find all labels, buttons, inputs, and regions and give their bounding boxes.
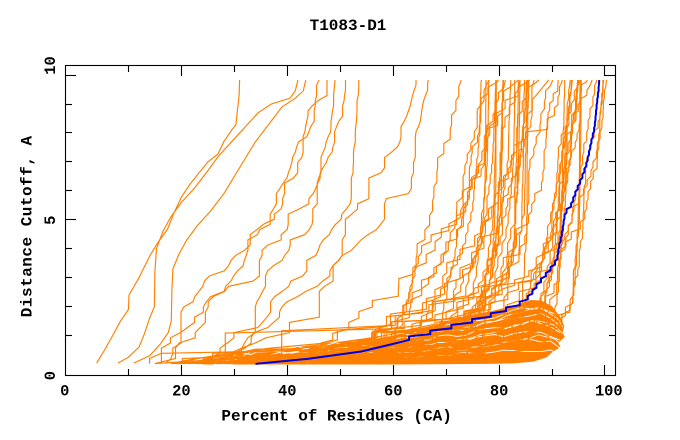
svg-text:10: 10	[42, 56, 60, 74]
svg-text:0: 0	[60, 382, 69, 400]
svg-text:5: 5	[42, 216, 60, 225]
svg-text:80: 80	[490, 382, 508, 400]
svg-text:Percent of Residues (CA): Percent of Residues (CA)	[221, 408, 451, 426]
svg-text:Distance Cutoff, A: Distance Cutoff, A	[19, 135, 37, 317]
svg-text:100: 100	[595, 382, 623, 400]
svg-text:T1083-D1: T1083-D1	[310, 17, 387, 35]
svg-text:20: 20	[172, 382, 190, 400]
svg-text:60: 60	[384, 382, 402, 400]
svg-text:40: 40	[278, 382, 296, 400]
svg-text:0: 0	[42, 371, 60, 380]
